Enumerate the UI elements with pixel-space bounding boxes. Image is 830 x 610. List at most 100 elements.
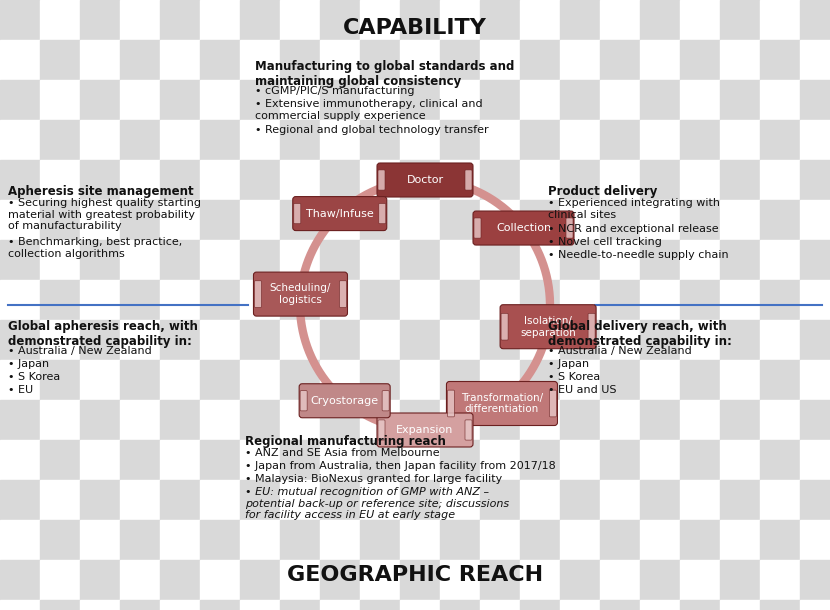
Bar: [320, 600, 360, 610]
FancyBboxPatch shape: [377, 413, 473, 447]
Bar: [520, 40, 560, 80]
Bar: [760, 520, 800, 560]
Bar: [280, 320, 320, 360]
Bar: [80, 240, 120, 280]
Bar: [800, 560, 830, 600]
Bar: [640, 560, 680, 600]
FancyBboxPatch shape: [566, 218, 573, 238]
Bar: [360, 40, 400, 80]
Bar: [520, 280, 560, 320]
Bar: [600, 80, 640, 120]
FancyBboxPatch shape: [255, 281, 261, 307]
Bar: [480, 320, 520, 360]
Bar: [0, 280, 40, 320]
Bar: [360, 560, 400, 600]
FancyBboxPatch shape: [377, 163, 473, 197]
Bar: [760, 560, 800, 600]
Bar: [760, 240, 800, 280]
Bar: [640, 40, 680, 80]
Bar: [600, 320, 640, 360]
Bar: [400, 160, 440, 200]
Bar: [120, 400, 160, 440]
Bar: [40, 40, 80, 80]
Bar: [0, 320, 40, 360]
Bar: [600, 120, 640, 160]
Text: GEOGRAPHIC REACH: GEOGRAPHIC REACH: [287, 565, 543, 585]
Bar: [640, 0, 680, 40]
FancyBboxPatch shape: [465, 170, 472, 190]
Bar: [360, 200, 400, 240]
Bar: [600, 480, 640, 520]
Bar: [440, 600, 480, 610]
Bar: [160, 560, 200, 600]
Bar: [320, 320, 360, 360]
Bar: [680, 320, 720, 360]
Text: Isolation/
separation: Isolation/ separation: [520, 316, 576, 337]
Text: CAPABILITY: CAPABILITY: [343, 18, 487, 38]
Bar: [360, 120, 400, 160]
Bar: [0, 400, 40, 440]
Bar: [160, 360, 200, 400]
Bar: [120, 200, 160, 240]
Bar: [40, 240, 80, 280]
Bar: [240, 560, 280, 600]
Bar: [200, 400, 240, 440]
Bar: [720, 120, 760, 160]
Bar: [160, 40, 200, 80]
Bar: [120, 520, 160, 560]
Bar: [40, 280, 80, 320]
Bar: [0, 440, 40, 480]
Bar: [520, 120, 560, 160]
Bar: [80, 200, 120, 240]
Bar: [160, 440, 200, 480]
Bar: [520, 560, 560, 600]
Bar: [280, 520, 320, 560]
Bar: [720, 320, 760, 360]
Bar: [400, 320, 440, 360]
Bar: [40, 120, 80, 160]
Bar: [800, 120, 830, 160]
Bar: [0, 360, 40, 400]
Bar: [0, 40, 40, 80]
Bar: [400, 280, 440, 320]
Bar: [640, 240, 680, 280]
Text: • NCR and exceptional release: • NCR and exceptional release: [548, 224, 719, 234]
FancyBboxPatch shape: [474, 218, 481, 238]
Bar: [640, 600, 680, 610]
Bar: [640, 320, 680, 360]
Bar: [280, 360, 320, 400]
Bar: [760, 80, 800, 120]
Bar: [200, 600, 240, 610]
Bar: [560, 40, 600, 80]
Bar: [520, 320, 560, 360]
Bar: [400, 600, 440, 610]
FancyBboxPatch shape: [293, 196, 387, 231]
Bar: [640, 480, 680, 520]
Bar: [40, 520, 80, 560]
Bar: [520, 440, 560, 480]
Bar: [800, 400, 830, 440]
Bar: [680, 560, 720, 600]
Bar: [40, 480, 80, 520]
Bar: [120, 80, 160, 120]
Bar: [0, 240, 40, 280]
Bar: [280, 600, 320, 610]
Bar: [440, 0, 480, 40]
Bar: [760, 600, 800, 610]
Bar: [400, 560, 440, 600]
Bar: [120, 440, 160, 480]
Bar: [240, 600, 280, 610]
Bar: [120, 40, 160, 80]
Bar: [600, 600, 640, 610]
Text: • Japan: • Japan: [548, 359, 589, 369]
Bar: [760, 400, 800, 440]
Bar: [240, 0, 280, 40]
Bar: [640, 160, 680, 200]
Bar: [600, 520, 640, 560]
Bar: [120, 160, 160, 200]
Bar: [120, 240, 160, 280]
Bar: [520, 480, 560, 520]
Bar: [40, 200, 80, 240]
Bar: [760, 480, 800, 520]
Bar: [800, 80, 830, 120]
